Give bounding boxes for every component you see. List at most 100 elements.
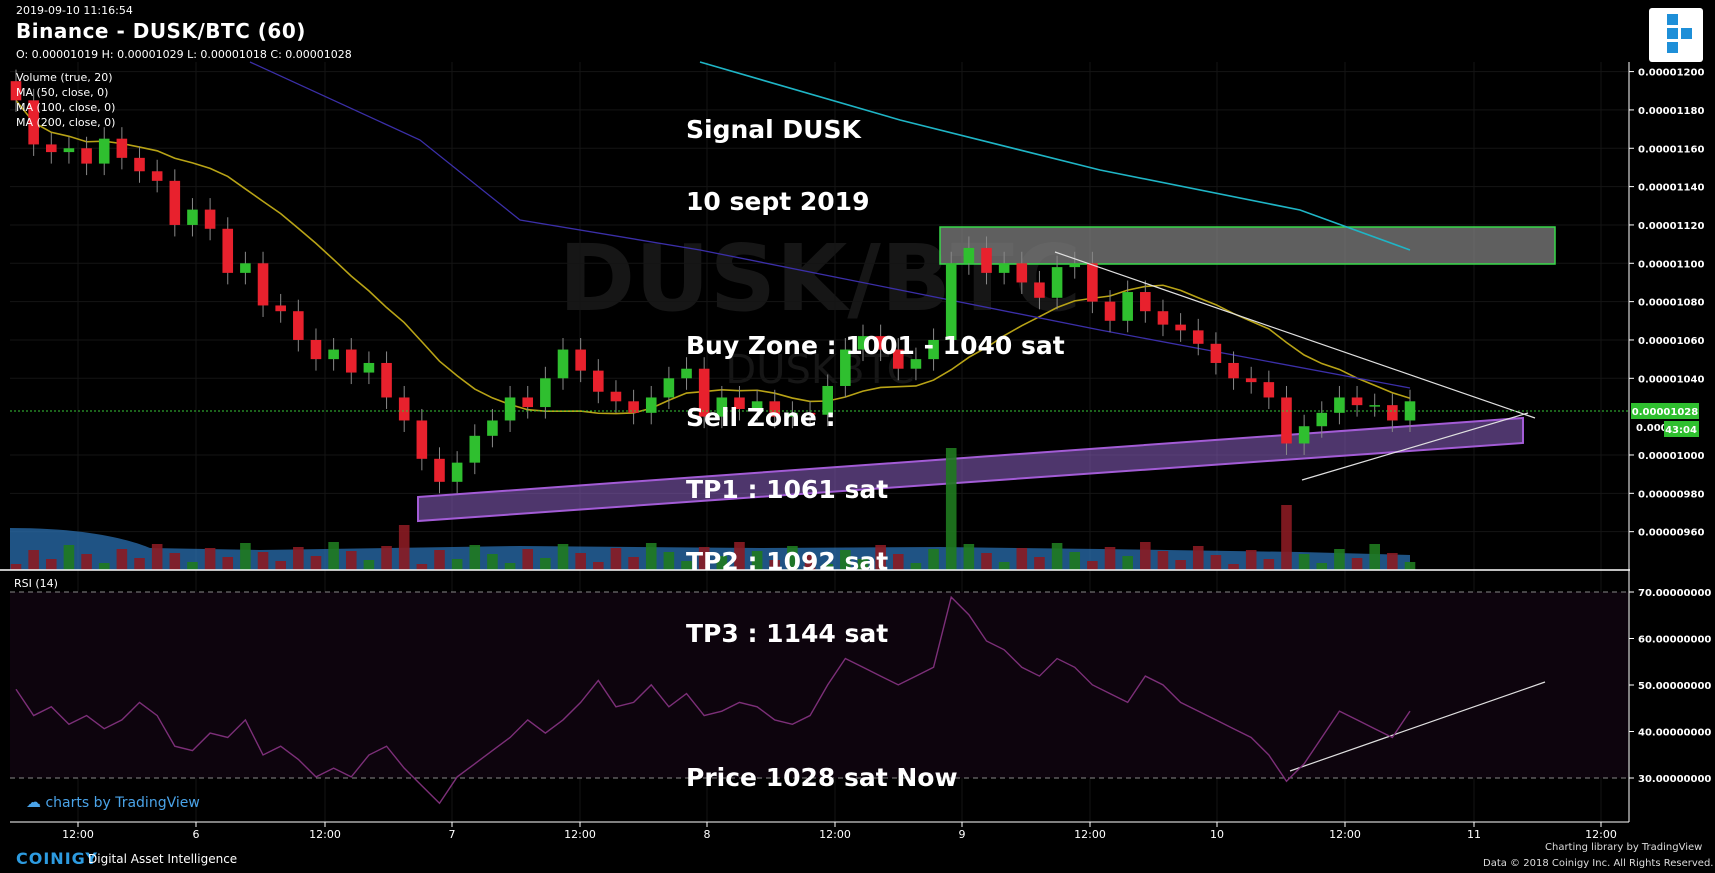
volume-bar [1192, 546, 1204, 570]
timestamp: 2019-09-10 11:16:54 [16, 4, 133, 17]
rsi-tick-label: 40.00000000 [1638, 728, 1711, 739]
candle-body [557, 349, 569, 379]
volume-bar [469, 545, 481, 570]
rsi-polyline [15, 595, 1411, 805]
time-tick-label: 12:00 [819, 828, 851, 841]
volume-bar [628, 557, 639, 570]
rsi-tick-label: 70.00000000 [1638, 588, 1711, 599]
coinigy-logo-icon[interactable] [1649, 8, 1703, 62]
candle-body [963, 247, 975, 264]
moving-averages [15, 61, 1411, 415]
indicator-ma200[interactable]: MA (200, close, 0) [16, 116, 116, 129]
volume-bar [1034, 557, 1045, 570]
candle-body [1069, 263, 1081, 268]
candle-body [257, 263, 269, 306]
candle-body [1351, 397, 1363, 406]
time-tick-label: 10 [1210, 828, 1224, 841]
watermark-sub: DUSKBTC [725, 347, 914, 393]
price-tick-label: 0.00001000 [1638, 451, 1704, 462]
candle-body [1334, 397, 1345, 413]
candle-body [751, 401, 763, 409]
candle-body [398, 397, 410, 421]
candle-body [134, 157, 145, 172]
resistance-box [939, 226, 1556, 265]
volume-bar [1316, 563, 1328, 570]
time-tick-label: 6 [193, 828, 200, 841]
candle-body [716, 397, 728, 417]
volume-bar [45, 559, 57, 570]
ascending-trendline [1301, 412, 1529, 481]
price-tick-label: 0.00001100 [1638, 259, 1704, 270]
volume-bar [1351, 558, 1363, 570]
candle-body [610, 391, 622, 402]
volume-bar [416, 564, 428, 570]
volume-bar [822, 564, 833, 570]
time-tick-label: 12:00 [62, 828, 94, 841]
signal-line: 10 sept 2019 [686, 187, 870, 216]
volume-bar [998, 562, 1010, 570]
price-tick-label: 0.00001060 [1638, 336, 1704, 347]
price-tick-label: 0.00000960 [1638, 528, 1704, 539]
volume-bar [1175, 560, 1186, 570]
candle-body [1298, 426, 1310, 444]
indicator-ma100[interactable]: MA (100, close, 0) [16, 101, 116, 114]
tradingview-brand-text: charts by TradingView [45, 795, 200, 811]
candle-body [734, 397, 745, 409]
volume-bar [1104, 547, 1116, 570]
candle-body [187, 209, 198, 225]
indicator-ma50[interactable]: MA (50, close, 0) [16, 86, 109, 99]
data-credit: Data © 2018 Coinigy Inc. All Rights Rese… [1483, 858, 1714, 869]
candle-body [1228, 362, 1239, 379]
time-tick-label: 11 [1467, 828, 1481, 841]
charting-library-credit[interactable]: Charting library by TradingView [1545, 842, 1703, 853]
volume-bar [275, 561, 286, 570]
signal-line [686, 262, 1065, 286]
volume-bar [663, 552, 675, 570]
candle-body [451, 462, 463, 482]
volume-bar [769, 560, 781, 570]
candle-body [663, 378, 675, 398]
volume-bars [10, 448, 1416, 570]
time-tick-label: 12:00 [1585, 828, 1617, 841]
price-tick-label: 0.00001120 [1638, 221, 1704, 232]
candle-body [487, 420, 498, 436]
volume-bar [1369, 544, 1381, 570]
volume-bar [1069, 552, 1081, 570]
candle-body [1387, 405, 1398, 421]
volume-bar [698, 547, 710, 570]
candle-body [1051, 267, 1063, 298]
candle-body [116, 138, 128, 158]
signal-line: Price 1028 sat Now [686, 763, 958, 792]
candle-body [822, 385, 833, 415]
volume-bar [169, 553, 181, 570]
volume-bar [310, 556, 322, 570]
volume-bar [1140, 542, 1151, 570]
candle-body [910, 359, 922, 369]
volume-bar [116, 549, 128, 570]
volume-bar [751, 551, 763, 570]
time-tick-label: 8 [704, 828, 711, 841]
rsi-trendline [1289, 681, 1546, 772]
candle-body [1104, 301, 1116, 321]
volume-bar [1122, 556, 1133, 570]
volume-bar [240, 543, 251, 570]
candle-body [151, 171, 163, 181]
candle-body [1192, 330, 1204, 344]
volume-bar [204, 548, 216, 570]
volume-bar [875, 545, 886, 570]
volume-bar [134, 558, 145, 570]
volume-bar [910, 563, 922, 570]
volume-bar [540, 558, 551, 570]
volume-bar [1016, 548, 1028, 570]
tradingview-brand[interactable]: ☁ charts by TradingView [26, 793, 200, 811]
volume-bar [10, 564, 22, 570]
candle-body [540, 378, 551, 408]
volume-bar [681, 561, 692, 570]
rsi-label[interactable]: RSI (14) [14, 577, 58, 590]
indicator-volume[interactable]: Volume (true, 20) [16, 71, 113, 84]
rsi-axis: 70.00000000 60.00000000 50.00000000 40.0000… [1629, 588, 1711, 785]
volume-bar [1157, 551, 1169, 570]
coinigy-wordmark[interactable]: COINIGY [16, 849, 99, 868]
candle-body [945, 263, 957, 340]
